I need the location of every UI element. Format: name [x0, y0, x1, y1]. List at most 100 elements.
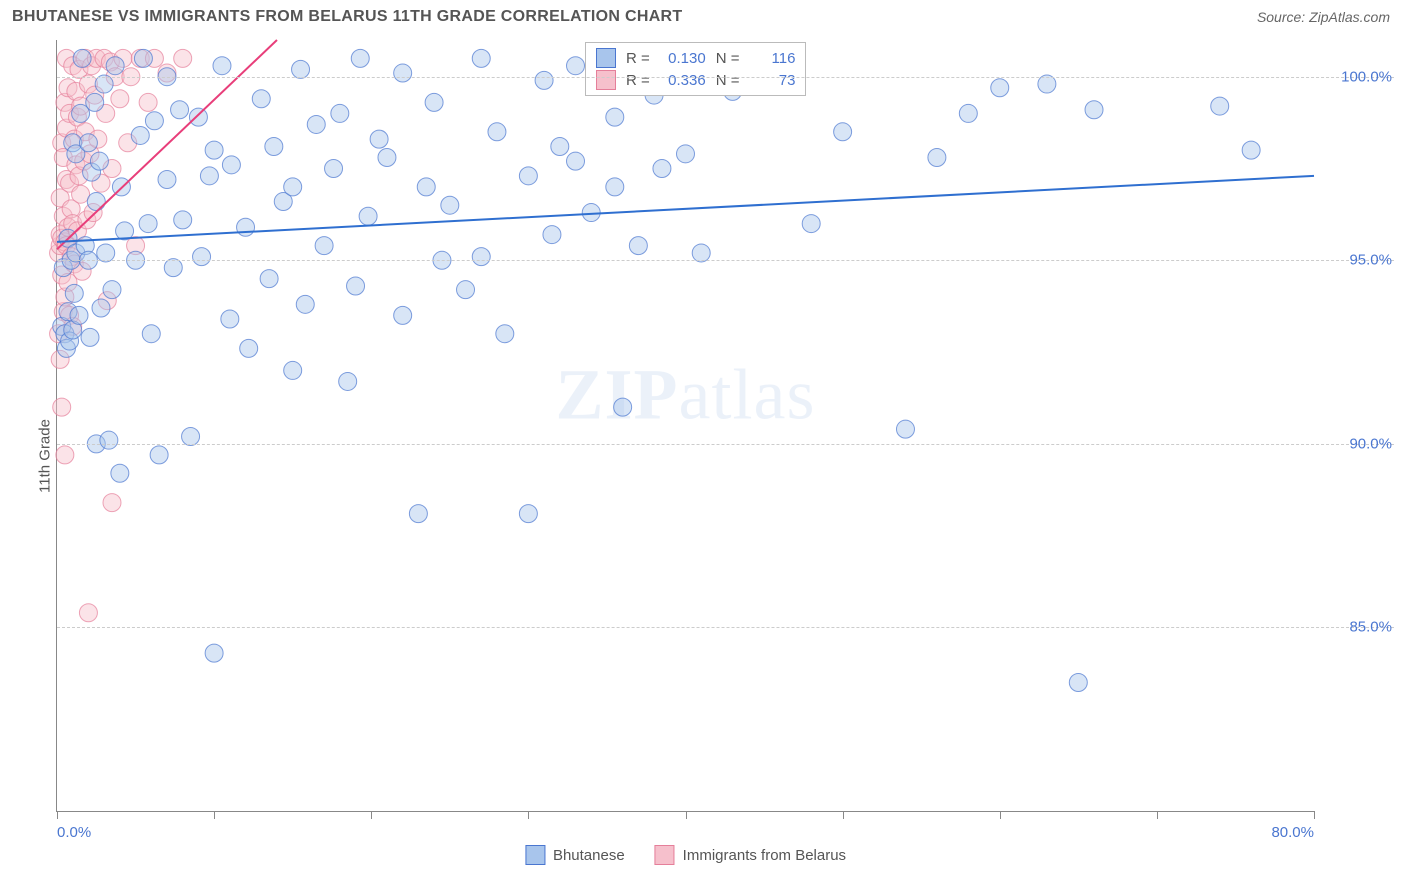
scatter-point [896, 420, 914, 438]
scatter-point [457, 281, 475, 299]
scatter-point [92, 299, 110, 317]
scatter-point [409, 505, 427, 523]
x-tick [528, 811, 529, 819]
legend-label-0: Bhutanese [553, 847, 625, 864]
scatter-point [325, 160, 343, 178]
scatter-point [292, 60, 310, 78]
scatter-point [519, 167, 537, 185]
scatter-point [174, 49, 192, 67]
scatter-point [103, 494, 121, 512]
swatch-series-1 [596, 70, 616, 90]
scatter-point [81, 328, 99, 346]
scatter-point [567, 152, 585, 170]
x-tick [1314, 811, 1315, 819]
scatter-point [205, 141, 223, 159]
scatter-point [164, 259, 182, 277]
scatter-point [73, 49, 91, 67]
scatter-point [139, 215, 157, 233]
scatter-point [221, 310, 239, 328]
y-tick-label: 95.0% [1322, 252, 1392, 269]
gridline-h [57, 444, 1394, 445]
title-bar: BHUTANESE VS IMMIGRANTS FROM BELARUS 11T… [0, 0, 1406, 30]
scatter-point [296, 295, 314, 313]
plot-area: ZIPatlas R = 0.130 N = 116 R = 0.336 N =… [56, 40, 1314, 812]
scatter-point [692, 244, 710, 262]
stats-legend: R = 0.130 N = 116 R = 0.336 N = 73 [585, 42, 807, 96]
legend-label-1: Immigrants from Belarus [683, 847, 846, 864]
stats-row-0: R = 0.130 N = 116 [596, 47, 796, 69]
stats-r-label-1: R = [626, 72, 650, 89]
scatter-point [182, 428, 200, 446]
scatter-point [370, 130, 388, 148]
scatter-point [139, 93, 157, 111]
scatter-point [134, 49, 152, 67]
scatter-point [240, 339, 258, 357]
y-tick-label: 85.0% [1322, 619, 1392, 636]
x-tick [214, 811, 215, 819]
scatter-point [260, 270, 278, 288]
scatter-point [1211, 97, 1229, 115]
scatter-point [90, 152, 108, 170]
source-name: ZipAtlas.com [1309, 9, 1390, 25]
scatter-point [496, 325, 514, 343]
scatter-point [265, 137, 283, 155]
stats-n-label-0: N = [716, 50, 740, 67]
stats-n-value-0: 116 [749, 50, 795, 67]
scatter-point [567, 57, 585, 75]
scatter-point [158, 171, 176, 189]
scatter-point [959, 104, 977, 122]
stats-row-1: R = 0.336 N = 73 [596, 69, 796, 91]
gridline-h [57, 260, 1394, 261]
scatter-point [677, 145, 695, 163]
scatter-point [79, 134, 97, 152]
scatter-point [200, 167, 218, 185]
x-tick [1157, 811, 1158, 819]
scatter-point [171, 101, 189, 119]
scatter-point [111, 90, 129, 108]
swatch-series-0 [596, 48, 616, 68]
x-tick-label: 80.0% [1271, 824, 1314, 841]
scatter-point [106, 57, 124, 75]
stats-n-label-1: N = [716, 72, 740, 89]
scatter-point [488, 123, 506, 141]
scatter-point [193, 248, 211, 266]
chart-title: BHUTANESE VS IMMIGRANTS FROM BELARUS 11T… [12, 8, 682, 26]
scatter-point [237, 218, 255, 236]
scatter-point [417, 178, 435, 196]
scatter-point [614, 398, 632, 416]
stats-r-value-1: 0.336 [660, 72, 706, 89]
y-tick-label: 100.0% [1322, 68, 1392, 85]
scatter-point [97, 244, 115, 262]
y-tick-label: 90.0% [1322, 435, 1392, 452]
x-tick-label: 0.0% [57, 824, 91, 841]
scatter-point [142, 325, 160, 343]
scatter-point [606, 108, 624, 126]
scatter-point [284, 361, 302, 379]
scatter-point [103, 281, 121, 299]
scatter-point [425, 93, 443, 111]
scatter-point [100, 431, 118, 449]
scatter-point [535, 71, 553, 89]
gridline-h [57, 627, 1394, 628]
scatter-point [150, 446, 168, 464]
x-tick [686, 811, 687, 819]
scatter-point [87, 193, 105, 211]
scatter-point [359, 207, 377, 225]
trend-line [57, 176, 1314, 242]
scatter-point [315, 237, 333, 255]
x-tick [57, 811, 58, 819]
scatter-point [70, 306, 88, 324]
scatter-point [205, 644, 223, 662]
scatter-point [606, 178, 624, 196]
scatter-point [351, 49, 369, 67]
source-prefix: Source: [1257, 9, 1309, 25]
scatter-point [339, 372, 357, 390]
legend-item-1: Immigrants from Belarus [655, 845, 846, 865]
scatter-point [519, 505, 537, 523]
scatter-point [1085, 101, 1103, 119]
stats-r-label-0: R = [626, 50, 650, 67]
scatter-point [394, 64, 412, 82]
scatter-point [331, 104, 349, 122]
scatter-point [145, 112, 163, 130]
bottom-legend: Bhutanese Immigrants from Belarus [525, 845, 846, 865]
